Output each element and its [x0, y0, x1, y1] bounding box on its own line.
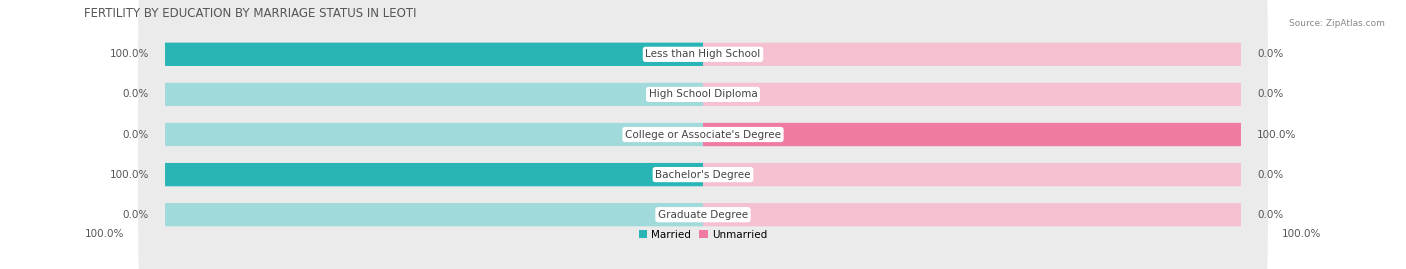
Text: 100.0%: 100.0% [1282, 229, 1322, 239]
Text: Bachelor's Degree: Bachelor's Degree [655, 169, 751, 180]
Text: 0.0%: 0.0% [1257, 169, 1284, 180]
FancyBboxPatch shape [165, 43, 703, 66]
FancyBboxPatch shape [165, 43, 703, 66]
FancyBboxPatch shape [165, 203, 703, 226]
Text: FERTILITY BY EDUCATION BY MARRIAGE STATUS IN LEOTI: FERTILITY BY EDUCATION BY MARRIAGE STATU… [84, 7, 416, 20]
FancyBboxPatch shape [138, 0, 1268, 173]
FancyBboxPatch shape [138, 16, 1268, 253]
Text: 100.0%: 100.0% [1257, 129, 1296, 140]
Text: 100.0%: 100.0% [110, 169, 149, 180]
FancyBboxPatch shape [138, 56, 1268, 269]
FancyBboxPatch shape [703, 203, 1241, 226]
Text: Graduate Degree: Graduate Degree [658, 210, 748, 220]
Text: Source: ZipAtlas.com: Source: ZipAtlas.com [1289, 19, 1385, 28]
Text: 0.0%: 0.0% [122, 210, 149, 220]
Text: 100.0%: 100.0% [110, 49, 149, 59]
Text: 0.0%: 0.0% [122, 89, 149, 100]
FancyBboxPatch shape [165, 83, 703, 106]
Text: 100.0%: 100.0% [84, 229, 124, 239]
FancyBboxPatch shape [703, 123, 1241, 146]
Text: College or Associate's Degree: College or Associate's Degree [626, 129, 780, 140]
FancyBboxPatch shape [165, 163, 703, 186]
Text: High School Diploma: High School Diploma [648, 89, 758, 100]
Text: 0.0%: 0.0% [1257, 49, 1284, 59]
Text: 0.0%: 0.0% [1257, 210, 1284, 220]
Text: 0.0%: 0.0% [122, 129, 149, 140]
FancyBboxPatch shape [703, 163, 1241, 186]
FancyBboxPatch shape [703, 83, 1241, 106]
Text: Less than High School: Less than High School [645, 49, 761, 59]
FancyBboxPatch shape [138, 96, 1268, 269]
Legend: Married, Unmarried: Married, Unmarried [634, 225, 772, 244]
FancyBboxPatch shape [138, 0, 1268, 213]
FancyBboxPatch shape [165, 163, 703, 186]
FancyBboxPatch shape [703, 123, 1241, 146]
FancyBboxPatch shape [703, 43, 1241, 66]
FancyBboxPatch shape [165, 123, 703, 146]
Text: 0.0%: 0.0% [1257, 89, 1284, 100]
